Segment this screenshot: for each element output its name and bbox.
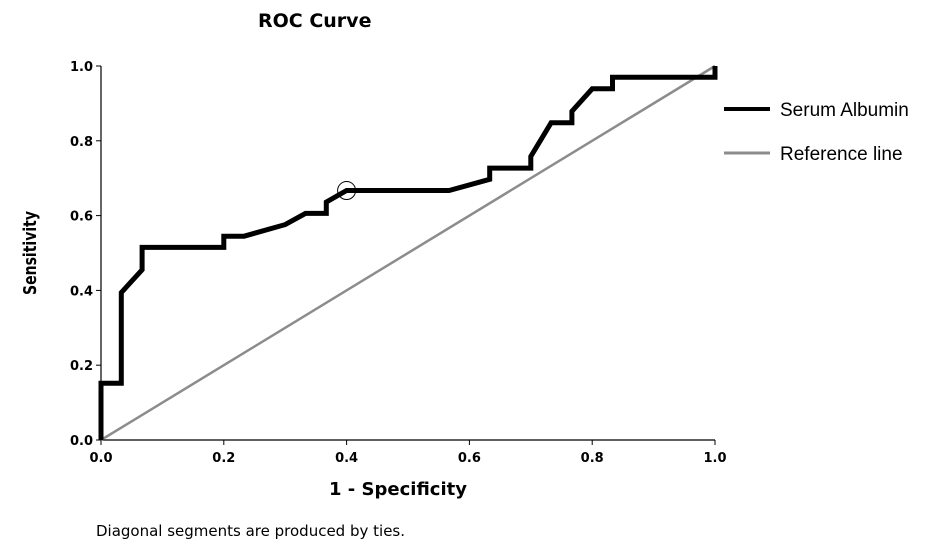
legend-label-serum-albumin: Serum Albumin bbox=[780, 100, 909, 121]
y-tick-label: 0.8 bbox=[70, 135, 93, 150]
roc-curve-serum-albumin bbox=[98, 66, 718, 440]
x-tick-label: 1.0 bbox=[703, 451, 726, 466]
y-axis-title: Sensitivity bbox=[19, 211, 40, 295]
x-tick-label: 0.6 bbox=[458, 451, 481, 466]
highlight-marker bbox=[337, 181, 357, 201]
legend: Serum Albumin Reference line bbox=[724, 100, 909, 165]
series-layer bbox=[98, 64, 718, 442]
y-tick-label: 0.2 bbox=[70, 359, 93, 374]
x-axis-title: 1 - Specificity bbox=[329, 479, 467, 500]
axes: 0.0 0.2 0.4 0.6 0.8 1.0 0.0 0.2 0.4 0.6 0.8 1.0 1 - … bbox=[19, 60, 726, 500]
reference-line bbox=[100, 64, 716, 442]
y-tick-label: 1.0 bbox=[70, 60, 93, 75]
footnote: Diagonal segments are produced by ties. bbox=[96, 522, 406, 540]
x-tick-label: 0.8 bbox=[581, 451, 604, 466]
y-tick-label: 0.6 bbox=[70, 210, 93, 225]
x-tick-label: 0.0 bbox=[89, 451, 112, 466]
legend-label-reference-line: Reference line bbox=[780, 144, 903, 165]
x-tick-label: 0.4 bbox=[335, 451, 358, 466]
y-tick-label: 0.4 bbox=[70, 284, 93, 299]
x-tick-label: 0.2 bbox=[212, 451, 235, 466]
chart-title: ROC Curve bbox=[258, 10, 372, 32]
y-tick-label: 0.0 bbox=[70, 434, 93, 449]
